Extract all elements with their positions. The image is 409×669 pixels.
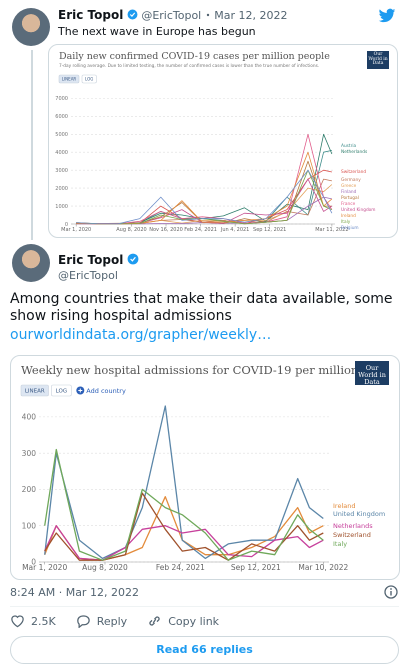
chart-card[interactable]: Weekly new hospital admissions for COVID… [10,355,400,580]
x-tick-label: Mar 10, 2022 [298,563,348,572]
x-tick-label: Aug 8, 2020 [116,227,146,233]
series-label: Greece [341,183,357,189]
chart-subtitle: 7-day rolling average. Due to limited te… [59,63,319,69]
handle[interactable]: @EricTopol [58,269,118,282]
handle[interactable]: @EricTopol [141,9,202,22]
y-tick-label: 0 [65,222,68,228]
y-tick-label: 1000 [55,204,68,210]
info-icon[interactable] [384,585,398,599]
link-icon[interactable] [147,614,162,628]
y-tick-label: 400 [22,413,37,422]
series-label: Ireland [341,213,356,219]
series-line [76,169,333,225]
series-label: Belgium [341,225,359,231]
like-count[interactable]: 2.5K [31,614,56,628]
scale-button-label: LOG [85,76,93,81]
series-label: Switzerland [333,531,371,539]
series-label: Austria [341,143,357,149]
series-label: United Kingdom [341,207,376,213]
author[interactable]: Eric Topol [58,253,124,267]
add-country[interactable]: Add country [86,387,126,395]
actions: 2.5K Reply Copy link [10,614,219,628]
x-tick-label: Feb 24, 2021 [184,227,217,233]
x-tick-label: Feb 24, 2021 [156,563,205,572]
avatar[interactable] [12,8,50,46]
y-tick-label: 6000 [55,114,68,120]
reply-button[interactable]: Reply [96,614,128,628]
series-label: Italy [341,219,351,225]
x-tick-label: Mar 1, 2020 [22,563,67,572]
y-tick-label: 4000 [55,150,68,156]
chart: Daily new confirmed COVID-19 cases per m… [55,51,376,233]
scale-button-label: LINEAR [25,388,45,394]
scale-button-label: LOG [56,388,67,394]
y-tick-label: 200 [22,485,37,494]
series-label: Switzerland [341,169,366,175]
y-tick-label: 100 [22,521,37,530]
series-label: Finland [341,189,357,195]
series-label: Ireland [333,502,355,510]
x-tick-label: Mar 1, 2020 [61,227,91,233]
x-tick-label: Nov 16, 2020 [149,227,183,233]
y-tick-label: 2000 [55,186,68,192]
scale-button-label: LINEAR [62,76,77,81]
add-icon-plus [78,388,83,393]
tweet-text: Among countries that make their data ava… [10,291,393,324]
series-line [76,133,333,225]
scale-button[interactable] [51,384,72,397]
divider [10,606,399,607]
logo: Our World in Data [367,51,389,69]
series-line [76,169,333,225]
x-tick-label: Aug 8, 2020 [82,563,128,572]
author-row: Eric Topol [58,253,139,267]
series-line [44,492,324,561]
series-label: Netherlands [341,149,368,155]
scale-button[interactable] [20,384,49,397]
tweet-text: The next wave in Europe has begun [58,25,256,38]
chart-title: Daily new confirmed COVID-19 cases per m… [59,51,330,62]
verified-badge [127,9,138,20]
twitter-logo[interactable] [378,8,396,24]
read-replies-button[interactable]: Read 66 replies [10,636,399,664]
series-label: France [341,201,356,207]
tweet-header: Eric Topol @EricTopol Mar 12, 2022 [58,8,288,22]
x-tick-label: Sep 12, 2021 [253,227,286,233]
series-line [44,525,324,561]
chart: Weekly new hospital admissions for COVID… [20,363,385,572]
avatar[interactable] [12,244,50,282]
series-line [44,405,324,560]
series-line [44,448,324,561]
verified-badge [127,253,139,265]
chart-title: Weekly new hospital admissions for COVID… [21,363,359,377]
scale-button[interactable] [81,74,97,84]
like-icon[interactable] [10,614,25,628]
series-line [76,133,333,225]
y-tick-label: 300 [22,449,37,458]
series-label: Netherlands [333,522,373,530]
reply-icon[interactable] [76,614,91,628]
scale-button[interactable] [58,74,80,84]
chart-card[interactable]: Daily new confirmed COVID-19 cases per m… [48,44,398,238]
y-tick-label: 5000 [55,132,68,138]
x-tick-label: Sep 12, 2021 [231,563,281,572]
y-tick-label: 0 [31,558,36,567]
timestamp: 8:24 AM · Mar 12, 2022 [10,586,139,599]
date[interactable]: Mar 12, 2022 [214,9,288,22]
series-label: Germany [341,177,361,183]
separator [206,13,209,17]
thread-line [31,50,33,240]
series-label: United Kingdom [333,510,385,518]
series-label: Italy [333,540,347,548]
x-tick-label: Jun 4, 2021 [220,227,250,233]
series-label: Portugal [341,195,359,201]
y-tick-label: 7000 [55,96,68,102]
link[interactable]: ourworldindata.org/grapher/weekly… [10,327,272,343]
x-tick-label: Mar 11, 2022 [315,227,348,233]
logo: Our World in Data [355,361,389,385]
y-tick-label: 3000 [55,168,68,174]
copy-link-button[interactable]: Copy link [168,614,220,628]
author[interactable]: Eric Topol [58,8,124,22]
